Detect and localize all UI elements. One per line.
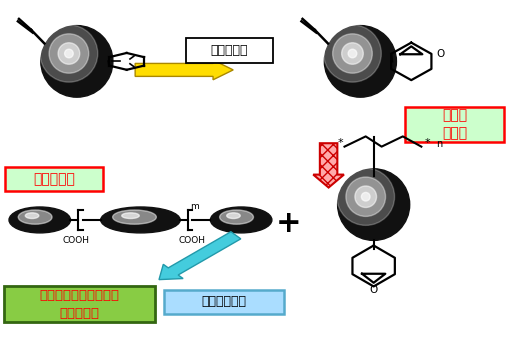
Text: COOH: COOH	[179, 236, 206, 245]
Text: *: *	[425, 138, 430, 148]
Ellipse shape	[333, 34, 372, 73]
Ellipse shape	[337, 168, 394, 225]
Ellipse shape	[49, 34, 89, 73]
Ellipse shape	[346, 177, 385, 217]
FancyBboxPatch shape	[186, 38, 273, 63]
FancyBboxPatch shape	[5, 167, 103, 191]
Ellipse shape	[338, 169, 410, 240]
Text: m: m	[190, 202, 199, 211]
Text: *: *	[338, 138, 343, 148]
Text: +: +	[276, 209, 302, 238]
FancyArrow shape	[313, 143, 344, 188]
Ellipse shape	[40, 25, 98, 82]
Ellipse shape	[58, 43, 80, 64]
Text: n: n	[436, 139, 443, 149]
Text: 樹脂設計技術: 樹脂設計技術	[201, 295, 246, 308]
Text: エレクトロニクス向け
高性能樹脂: エレクトロニクス向け 高性能樹脂	[39, 289, 119, 320]
FancyBboxPatch shape	[4, 286, 155, 322]
Ellipse shape	[348, 49, 357, 58]
Text: COOH: COOH	[63, 236, 90, 245]
Ellipse shape	[101, 207, 180, 233]
Ellipse shape	[355, 186, 376, 207]
Ellipse shape	[342, 43, 363, 64]
FancyBboxPatch shape	[164, 290, 284, 314]
Ellipse shape	[18, 210, 52, 224]
Text: O: O	[369, 285, 378, 295]
Text: O: O	[437, 48, 445, 59]
Ellipse shape	[25, 213, 39, 219]
Ellipse shape	[122, 213, 139, 219]
Ellipse shape	[324, 26, 396, 97]
FancyBboxPatch shape	[405, 107, 503, 142]
Text: オリゴ
マー化: オリゴ マー化	[442, 108, 467, 141]
Ellipse shape	[227, 213, 240, 219]
Ellipse shape	[324, 25, 381, 82]
Text: 過酸化水素: 過酸化水素	[210, 44, 248, 57]
Ellipse shape	[41, 26, 113, 97]
FancyArrow shape	[159, 232, 241, 280]
Ellipse shape	[113, 210, 156, 224]
Ellipse shape	[219, 210, 253, 224]
Ellipse shape	[65, 49, 73, 58]
Ellipse shape	[361, 192, 370, 201]
Ellipse shape	[210, 207, 272, 233]
Ellipse shape	[9, 207, 70, 233]
Text: 新規硬化剤: 新規硬化剤	[33, 172, 75, 186]
FancyArrow shape	[135, 60, 233, 80]
